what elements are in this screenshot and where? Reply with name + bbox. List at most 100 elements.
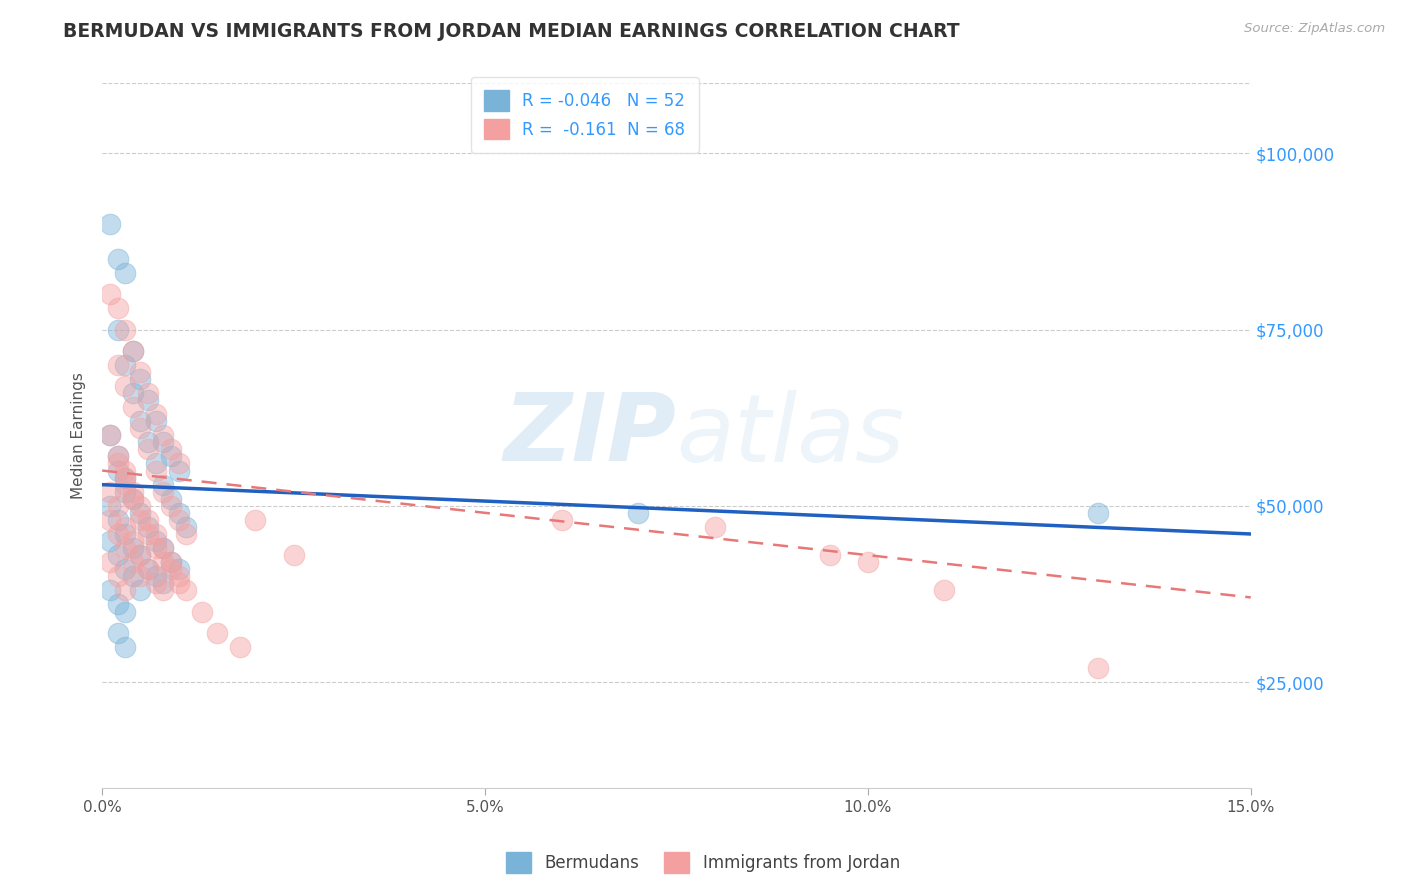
Point bbox=[1087, 506, 1109, 520]
Point bbox=[121, 343, 143, 358]
Point bbox=[167, 506, 190, 520]
Point bbox=[129, 548, 152, 562]
Point bbox=[176, 520, 198, 534]
Point bbox=[121, 484, 143, 499]
Point bbox=[121, 491, 143, 506]
Point bbox=[114, 541, 136, 555]
Point bbox=[107, 527, 129, 541]
Point bbox=[145, 569, 167, 583]
Point bbox=[114, 484, 136, 499]
Point bbox=[1087, 661, 1109, 675]
Point bbox=[934, 583, 956, 598]
Point bbox=[160, 499, 183, 513]
Point bbox=[114, 605, 136, 619]
Point bbox=[145, 527, 167, 541]
Point bbox=[98, 428, 121, 442]
Point bbox=[98, 428, 121, 442]
Point bbox=[129, 372, 152, 386]
Point bbox=[98, 534, 121, 549]
Point bbox=[152, 428, 174, 442]
Point bbox=[121, 569, 143, 583]
Point bbox=[205, 625, 228, 640]
Point bbox=[114, 322, 136, 336]
Point bbox=[160, 491, 183, 506]
Point bbox=[121, 555, 143, 569]
Point bbox=[145, 407, 167, 421]
Point bbox=[98, 583, 121, 598]
Point bbox=[152, 484, 174, 499]
Point bbox=[121, 386, 143, 401]
Point bbox=[283, 548, 305, 562]
Point bbox=[229, 640, 252, 654]
Point bbox=[107, 450, 129, 464]
Point bbox=[129, 506, 152, 520]
Point bbox=[145, 541, 167, 555]
Point bbox=[136, 527, 159, 541]
Point bbox=[176, 583, 198, 598]
Text: ZIP: ZIP bbox=[503, 389, 676, 482]
Point bbox=[167, 457, 190, 471]
Point bbox=[114, 520, 136, 534]
Text: BERMUDAN VS IMMIGRANTS FROM JORDAN MEDIAN EARNINGS CORRELATION CHART: BERMUDAN VS IMMIGRANTS FROM JORDAN MEDIA… bbox=[63, 22, 960, 41]
Point bbox=[190, 605, 212, 619]
Point bbox=[114, 583, 136, 598]
Point bbox=[160, 555, 183, 569]
Point bbox=[121, 541, 143, 555]
Point bbox=[114, 358, 136, 372]
Point bbox=[160, 442, 183, 457]
Point bbox=[550, 513, 572, 527]
Point bbox=[114, 527, 136, 541]
Point bbox=[114, 562, 136, 576]
Point bbox=[129, 583, 152, 598]
Point bbox=[107, 358, 129, 372]
Point bbox=[98, 513, 121, 527]
Point bbox=[160, 450, 183, 464]
Point bbox=[245, 513, 267, 527]
Y-axis label: Median Earnings: Median Earnings bbox=[72, 372, 86, 499]
Point bbox=[152, 583, 174, 598]
Point bbox=[121, 400, 143, 414]
Point bbox=[160, 555, 183, 569]
Point bbox=[136, 435, 159, 450]
Point bbox=[152, 477, 174, 491]
Point bbox=[703, 520, 725, 534]
Point bbox=[136, 562, 159, 576]
Point bbox=[114, 266, 136, 280]
Point bbox=[107, 569, 129, 583]
Point bbox=[121, 534, 143, 549]
Point bbox=[176, 527, 198, 541]
Point bbox=[129, 569, 152, 583]
Point bbox=[129, 548, 152, 562]
Point bbox=[152, 576, 174, 591]
Point bbox=[167, 464, 190, 478]
Text: atlas: atlas bbox=[676, 390, 904, 481]
Point bbox=[818, 548, 841, 562]
Point bbox=[136, 513, 159, 527]
Point bbox=[107, 322, 129, 336]
Point bbox=[160, 562, 183, 576]
Point bbox=[129, 421, 152, 435]
Point bbox=[107, 625, 129, 640]
Point bbox=[114, 464, 136, 478]
Legend: Bermudans, Immigrants from Jordan: Bermudans, Immigrants from Jordan bbox=[499, 846, 907, 880]
Point bbox=[627, 506, 650, 520]
Point bbox=[107, 457, 129, 471]
Point bbox=[145, 457, 167, 471]
Point bbox=[107, 598, 129, 612]
Point bbox=[152, 541, 174, 555]
Point bbox=[121, 491, 143, 506]
Point bbox=[145, 534, 167, 549]
Point bbox=[98, 499, 121, 513]
Point bbox=[114, 379, 136, 393]
Point bbox=[98, 484, 121, 499]
Point bbox=[136, 520, 159, 534]
Point bbox=[129, 414, 152, 428]
Point bbox=[98, 555, 121, 569]
Point bbox=[167, 569, 190, 583]
Point bbox=[856, 555, 879, 569]
Point bbox=[98, 217, 121, 231]
Point bbox=[107, 450, 129, 464]
Point bbox=[107, 499, 129, 513]
Point bbox=[136, 442, 159, 457]
Point bbox=[107, 464, 129, 478]
